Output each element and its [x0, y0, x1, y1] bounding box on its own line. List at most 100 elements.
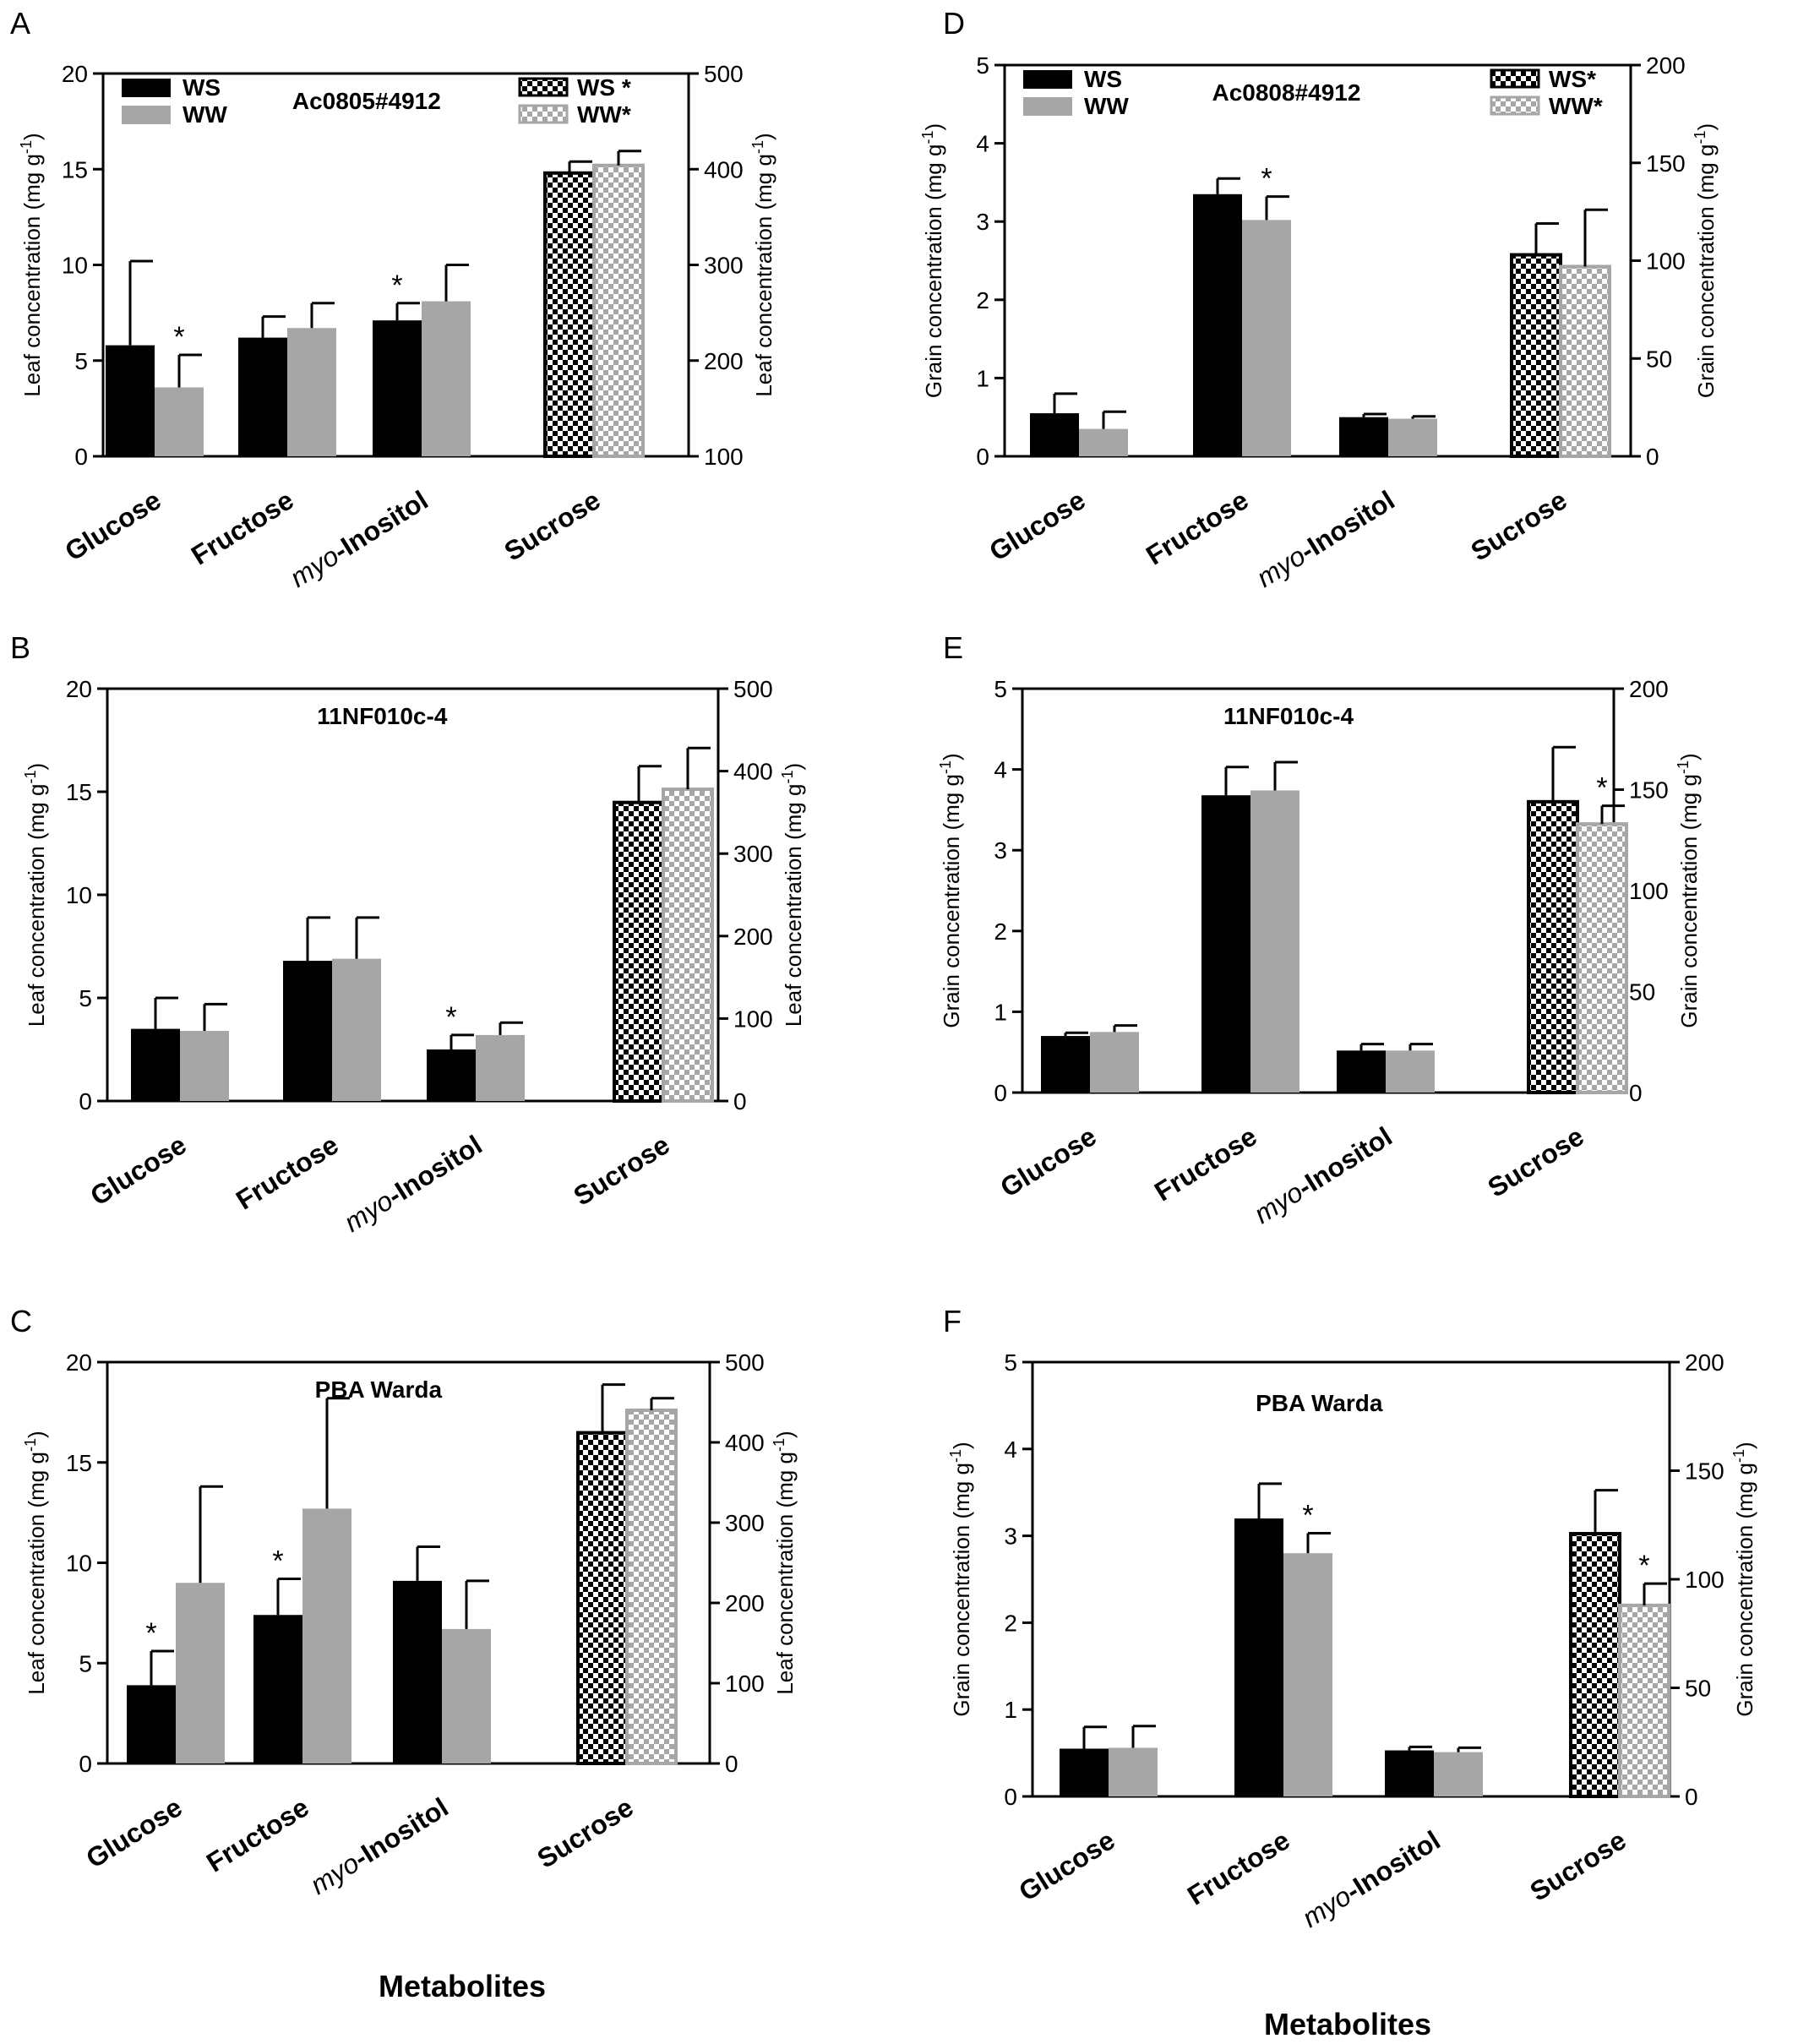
legend2-swatch: [1490, 68, 1540, 89]
y2-tick-label: 400: [704, 156, 744, 183]
x-tick-label: Sucrose: [532, 1791, 639, 1873]
y-tick-label: 0: [976, 444, 989, 470]
y-axis-label: Leaf concentration (mg g-1): [22, 1431, 49, 1694]
y2-axis-label: Grain concentration (mg g-1): [1675, 753, 1702, 1027]
y2-tick-label: 500: [733, 676, 773, 702]
y2-tick-label: 400: [733, 759, 773, 785]
y-tick-label: 20: [66, 676, 92, 702]
bar-ww: [1090, 1032, 1139, 1093]
x-tick-label: Fructose: [186, 484, 299, 570]
y-tick-label: 5: [79, 1650, 92, 1676]
bar-ws: [543, 171, 596, 458]
significance-star: *: [391, 270, 402, 302]
significance-star: *: [272, 1545, 283, 1578]
y-tick-label: 3: [994, 837, 1007, 864]
y-tick-label: 5: [976, 52, 989, 79]
y2-tick-label: 300: [704, 253, 744, 279]
x-tick-label: myo-Inositol: [1251, 484, 1400, 592]
bar-ws: [1201, 795, 1250, 1093]
y2-axis-label: Grain concentration (mg g-1): [1730, 1442, 1757, 1716]
y-tick-label: 5: [994, 676, 1007, 702]
legend-label: WW: [183, 101, 227, 128]
x-tick-label: Sucrose: [1483, 1120, 1589, 1202]
x-axis-title-left: Metabolites: [379, 1969, 546, 2003]
chart-title: PBA Warda: [1256, 1390, 1383, 1416]
y2-tick-label: 150: [1685, 1458, 1724, 1485]
y2-axis-label: Leaf concentration (mg g-1): [771, 1431, 798, 1694]
panel-letter: C: [10, 1304, 32, 1338]
y-tick-label: 0: [1004, 1784, 1017, 1810]
bar-ws: [1060, 1748, 1109, 1796]
y-tick-label: 0: [994, 1080, 1007, 1106]
x-tick-label: Glucose: [60, 484, 166, 566]
bar-ww: [155, 387, 204, 456]
y2-tick-label: 0: [1646, 444, 1659, 470]
bar-ws: [576, 1431, 629, 1765]
panel-letter: E: [943, 630, 963, 665]
chart-title: 11NF010c-4: [317, 703, 448, 729]
y2-tick-label: 100: [1646, 248, 1686, 275]
bar-ws: [1385, 1750, 1434, 1796]
bar-ww: [1283, 1553, 1332, 1796]
legend-label: WS: [1084, 66, 1122, 92]
y2-tick-label: 200: [1629, 676, 1669, 702]
bar-ws: [1234, 1518, 1283, 1796]
bar-ww: [180, 1031, 229, 1101]
bar-ww: [1434, 1752, 1483, 1796]
y2-tick-label: 0: [733, 1088, 747, 1115]
x-tick-label: myo-Inositol: [1297, 1824, 1446, 1932]
x-axis-title-right: Metabolites: [1264, 2007, 1431, 2041]
x-tick-label: Glucose: [995, 1120, 1102, 1202]
y2-tick-label: 0: [725, 1751, 738, 1777]
x-tick-label: Fructose: [1182, 1824, 1295, 1910]
x-tick-label: Sucrose: [499, 484, 606, 566]
x-tick-label: Fructose: [201, 1791, 314, 1878]
y-tick-label: 2: [994, 918, 1007, 945]
legend2-swatch: [1490, 95, 1540, 116]
y-tick-label: 0: [74, 444, 88, 470]
y2-tick-label: 0: [1685, 1784, 1698, 1810]
bar-ww: [1386, 1050, 1435, 1093]
y2-axis-label: Leaf concentration (mg g-1): [749, 133, 776, 396]
bar-ws: [238, 337, 287, 456]
legend-swatch-ws: [1023, 70, 1072, 89]
panel-letter: D: [943, 6, 965, 41]
y-tick-label: 3: [976, 209, 989, 235]
x-tick-label: Glucose: [1014, 1824, 1120, 1906]
bar-ws: [131, 1028, 180, 1101]
legend-label: WS: [183, 74, 221, 101]
y-tick-label: 5: [74, 348, 88, 374]
y2-tick-label: 500: [704, 61, 744, 87]
x-tick-label: Fructose: [1149, 1120, 1262, 1207]
bar-ws: [373, 320, 422, 456]
panel-a: A 0 5 10 15 20 100 200 300 400 500 Leaf concentrati…: [10, 6, 776, 593]
y2-tick-label: 150: [1646, 150, 1686, 177]
significance-star: *: [1638, 1550, 1649, 1582]
bar-ws: [1339, 417, 1388, 456]
bar-ww: [625, 1409, 678, 1765]
y-tick-label: 2: [1004, 1610, 1017, 1636]
y-tick-label: 20: [62, 61, 88, 87]
bar-ws: [253, 1615, 302, 1763]
y2-tick-label: 50: [1629, 979, 1655, 1006]
y-axis-label: Grain concentration (mg g-1): [919, 123, 946, 398]
y2-tick-label: 0: [1629, 1080, 1643, 1106]
bar-ws: [393, 1580, 442, 1763]
y2-tick-label: 200: [725, 1590, 765, 1616]
bar-ws: [1030, 413, 1079, 456]
legend-swatch-ws: [122, 79, 171, 97]
y2-tick-label: 400: [725, 1430, 765, 1456]
y-tick-label: 3: [1004, 1523, 1017, 1550]
bar-ww: [332, 958, 381, 1101]
y-tick-label: 10: [66, 882, 92, 908]
bar-ww: [287, 328, 336, 456]
significance-star: *: [1261, 163, 1272, 195]
y-tick-label: 10: [66, 1551, 92, 1577]
bar-ws: [1337, 1050, 1386, 1093]
x-tick-label: Sucrose: [569, 1129, 675, 1211]
